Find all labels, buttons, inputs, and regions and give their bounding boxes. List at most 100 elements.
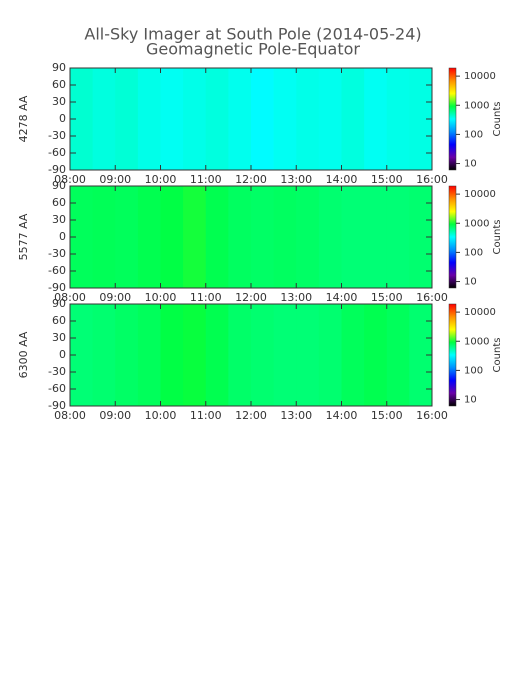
heatmap-cell — [205, 68, 229, 170]
heatmap-cell — [318, 186, 342, 288]
heatmap-cell — [251, 304, 275, 406]
colorbar-tick-label: 1000 — [464, 218, 489, 229]
heatmap-cell — [115, 68, 139, 170]
heatmap-cell — [205, 304, 229, 406]
heatmap-cell — [92, 68, 116, 170]
x-tick-label: 13:00 — [280, 291, 312, 304]
colorbar-tick-label: 10 — [464, 395, 477, 406]
y-tick-label: 60 — [52, 314, 66, 327]
heatmap-cell — [273, 186, 297, 288]
y-tick-label: -90 — [48, 399, 66, 412]
heatmap-cell — [92, 186, 116, 288]
heatmap-cell — [183, 304, 207, 406]
heatmap-cell — [183, 186, 207, 288]
heatmap-cell — [341, 304, 365, 406]
x-tick-label: 16:00 — [416, 291, 448, 304]
heatmap-cell — [409, 186, 433, 288]
heatmap-cell — [228, 68, 252, 170]
y-tick-label: 0 — [59, 230, 66, 243]
y-tick-label: -30 — [48, 129, 66, 142]
heatmap-cell — [364, 186, 388, 288]
y-tick-label: -90 — [48, 281, 66, 294]
y-tick-label: 30 — [52, 331, 66, 344]
heatmap-cell — [296, 68, 320, 170]
x-tick-label: 13:00 — [280, 173, 312, 186]
colorbar-label: Counts — [492, 102, 503, 137]
colorbar-tick-label: 10 — [464, 159, 477, 170]
colorbar-tick-label: 100 — [464, 247, 483, 258]
y-tick-label: 60 — [52, 78, 66, 91]
y-axis-label: 6300 AA — [17, 331, 30, 378]
heatmap-cell — [160, 68, 184, 170]
x-tick-label: 10:00 — [145, 409, 177, 422]
y-tick-label: -60 — [48, 146, 66, 159]
x-tick-label: 16:00 — [416, 173, 448, 186]
heatmap-cell — [183, 68, 207, 170]
x-tick-label: 14:00 — [326, 291, 358, 304]
colorbar — [448, 185, 457, 289]
heatmap-cell — [70, 68, 94, 170]
x-tick-label: 11:00 — [190, 409, 222, 422]
x-tick-label: 10:00 — [145, 291, 177, 304]
x-tick-label: 13:00 — [280, 409, 312, 422]
heatmap-cell — [364, 304, 388, 406]
y-axis-label: 5577 AA — [17, 213, 30, 260]
heatmap-cell — [251, 68, 275, 170]
heatmap-cell — [409, 304, 433, 406]
heatmap-cell — [70, 186, 94, 288]
heatmap-cell — [92, 304, 116, 406]
heatmap-cell — [115, 186, 139, 288]
y-tick-label: 60 — [52, 196, 66, 209]
colorbar-tick-label: 100 — [464, 129, 483, 140]
x-tick-label: 15:00 — [371, 291, 403, 304]
y-tick-label: 30 — [52, 95, 66, 108]
colorbar-tick-label: 100 — [464, 365, 483, 376]
colorbar-label: Counts — [492, 220, 503, 255]
heatmap-cell — [228, 186, 252, 288]
y-tick-label: 90 — [52, 179, 66, 192]
x-tick-label: 09:00 — [99, 409, 131, 422]
y-tick-label: -60 — [48, 264, 66, 277]
x-tick-label: 08:00 — [54, 173, 86, 186]
x-tick-label: 14:00 — [326, 173, 358, 186]
colorbar-tick-label: 10000 — [464, 307, 496, 318]
colorbar-tick-label: 10000 — [464, 71, 496, 82]
colorbar-tick-label: 10 — [464, 277, 477, 288]
y-tick-label: -60 — [48, 382, 66, 395]
heatmap-cell — [115, 304, 139, 406]
heatmap-cell — [386, 186, 410, 288]
x-tick-label: 15:00 — [371, 409, 403, 422]
x-tick-label: 08:00 — [54, 291, 86, 304]
colorbar-label: Counts — [492, 338, 503, 373]
x-tick-label: 12:00 — [235, 173, 267, 186]
y-tick-label: 0 — [59, 348, 66, 361]
heatmap-cell — [364, 68, 388, 170]
heatmap-cell — [160, 186, 184, 288]
chart-subtitle: Geomagnetic Pole-Equator — [146, 40, 360, 59]
heatmap-cell — [296, 304, 320, 406]
heatmap-cell — [205, 186, 229, 288]
y-tick-label: 0 — [59, 112, 66, 125]
heatmap-cell — [273, 304, 297, 406]
heatmap-cell — [318, 68, 342, 170]
heatmap-cell — [137, 186, 161, 288]
x-tick-label: 15:00 — [371, 173, 403, 186]
heatmap-cell — [409, 68, 433, 170]
x-tick-label: 08:00 — [54, 409, 86, 422]
heatmap-cell — [228, 304, 252, 406]
x-tick-label: 09:00 — [99, 173, 131, 186]
heatmap-cell — [70, 304, 94, 406]
heatmap-cell — [318, 304, 342, 406]
colorbar-tick-label: 1000 — [464, 336, 489, 347]
x-tick-label: 09:00 — [99, 291, 131, 304]
heatmap-cell — [341, 186, 365, 288]
x-tick-label: 11:00 — [190, 291, 222, 304]
y-axis-label: 4278 AA — [17, 95, 30, 142]
colorbar-tick-label: 10000 — [464, 189, 496, 200]
colorbar-tick-label: 1000 — [464, 100, 489, 111]
colorbar — [448, 67, 457, 171]
x-tick-label: 14:00 — [326, 409, 358, 422]
y-tick-label: 30 — [52, 213, 66, 226]
x-tick-label: 16:00 — [416, 409, 448, 422]
x-tick-label: 12:00 — [235, 409, 267, 422]
